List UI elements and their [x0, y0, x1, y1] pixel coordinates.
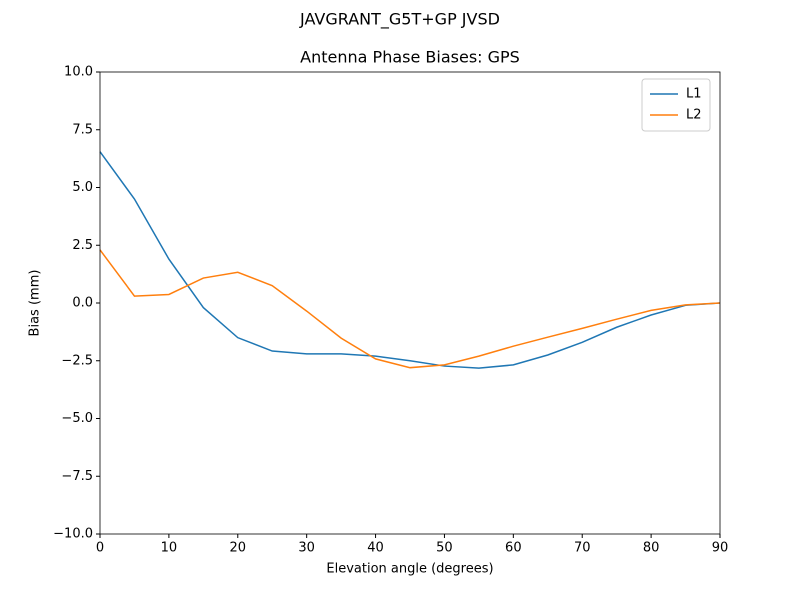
legend-label: L2 — [686, 108, 702, 123]
x-tick-label: 70 — [574, 541, 591, 556]
plot-frame — [99, 71, 721, 535]
x-tick-label: 60 — [505, 541, 522, 556]
x-tick-label: 40 — [367, 541, 384, 556]
y-tick-label: 10.0 — [64, 65, 93, 80]
x-tick-label: 10 — [161, 541, 178, 556]
line — [99, 249, 721, 369]
y-tick-label: 5.0 — [72, 180, 93, 195]
x-axis-label: Elevation angle (degrees) — [326, 562, 493, 577]
legend-box — [641, 78, 711, 132]
y-tick-label: 7.5 — [72, 122, 93, 137]
y-tick-label: −7.5 — [61, 469, 93, 484]
suptitle: JAVGRANT_G5T+GP JVSD — [299, 10, 500, 30]
y-tick-label: 2.5 — [72, 238, 93, 253]
y-tick-label: −10.0 — [53, 527, 93, 542]
legend-label: L1 — [686, 87, 702, 102]
y-axis-label: Bias (mm) — [28, 270, 43, 337]
x-tick-label: 90 — [712, 541, 729, 556]
chart-title: Antenna Phase Biases: GPS — [300, 48, 520, 67]
x-tick-label: 0 — [96, 541, 104, 556]
y-tick-label: 0.0 — [72, 296, 93, 311]
line — [99, 151, 721, 369]
x-tick-label: 30 — [298, 541, 315, 556]
x-tick-label: 50 — [436, 541, 453, 556]
y-tick-label: −5.0 — [61, 411, 93, 426]
y-tick-label: −2.5 — [61, 353, 93, 368]
x-tick-label: 80 — [643, 541, 660, 556]
x-tick-label: 20 — [230, 541, 247, 556]
